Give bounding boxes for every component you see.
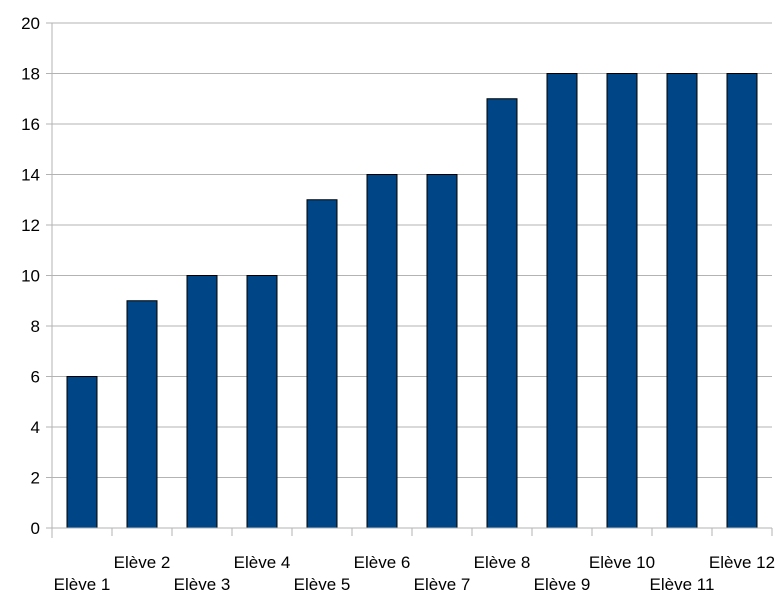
- bar-8: [486, 98, 518, 529]
- x-tick-label: Elève 4: [234, 553, 291, 572]
- x-tick-label: Elève 7: [414, 575, 471, 594]
- y-tick-label: 14: [21, 166, 40, 185]
- y-tick-label: 2: [31, 469, 40, 488]
- bar-10: [606, 73, 638, 529]
- bar-6: [366, 174, 398, 529]
- y-tick-label: 18: [21, 65, 40, 84]
- x-tick-label: Elève 5: [294, 575, 351, 594]
- y-tick-label: 6: [31, 368, 40, 387]
- axes: [46, 22, 773, 538]
- y-tick-labels: 0 2 4 6 8 10 12 14 16 18 20: [21, 14, 40, 538]
- x-tick-label: Elève 10: [589, 553, 655, 572]
- y-tick-label: 0: [31, 519, 40, 538]
- y-tick-label: 8: [31, 317, 40, 336]
- bar-9: [546, 73, 578, 529]
- y-tick-label: 16: [21, 115, 40, 134]
- x-tick-label: Elève 9: [534, 575, 591, 594]
- bar-5: [306, 199, 338, 529]
- bar-3: [186, 275, 218, 529]
- y-tick-label: 12: [21, 216, 40, 235]
- x-tick-label: Elève 2: [114, 553, 171, 572]
- x-tick-label: Elève 12: [709, 553, 775, 572]
- bar-4: [246, 275, 278, 529]
- bar-2: [126, 300, 158, 529]
- x-tick-label: Elève 11: [650, 575, 715, 594]
- bar-1: [66, 376, 98, 529]
- gridlines: [52, 22, 772, 478]
- x-tick-label: Elève 8: [474, 553, 531, 572]
- bar-7: [426, 174, 458, 529]
- bar-12: [726, 73, 758, 529]
- y-tick-label: 20: [21, 14, 40, 33]
- y-tick-label: 4: [31, 418, 40, 437]
- x-tick-label: Elève 1: [54, 575, 111, 594]
- y-tick-label: 10: [21, 267, 40, 286]
- bar-11: [666, 73, 698, 529]
- x-tick-label: Elève 6: [354, 553, 411, 572]
- bars: [66, 73, 758, 529]
- x-tick-label: Elève 3: [174, 575, 231, 594]
